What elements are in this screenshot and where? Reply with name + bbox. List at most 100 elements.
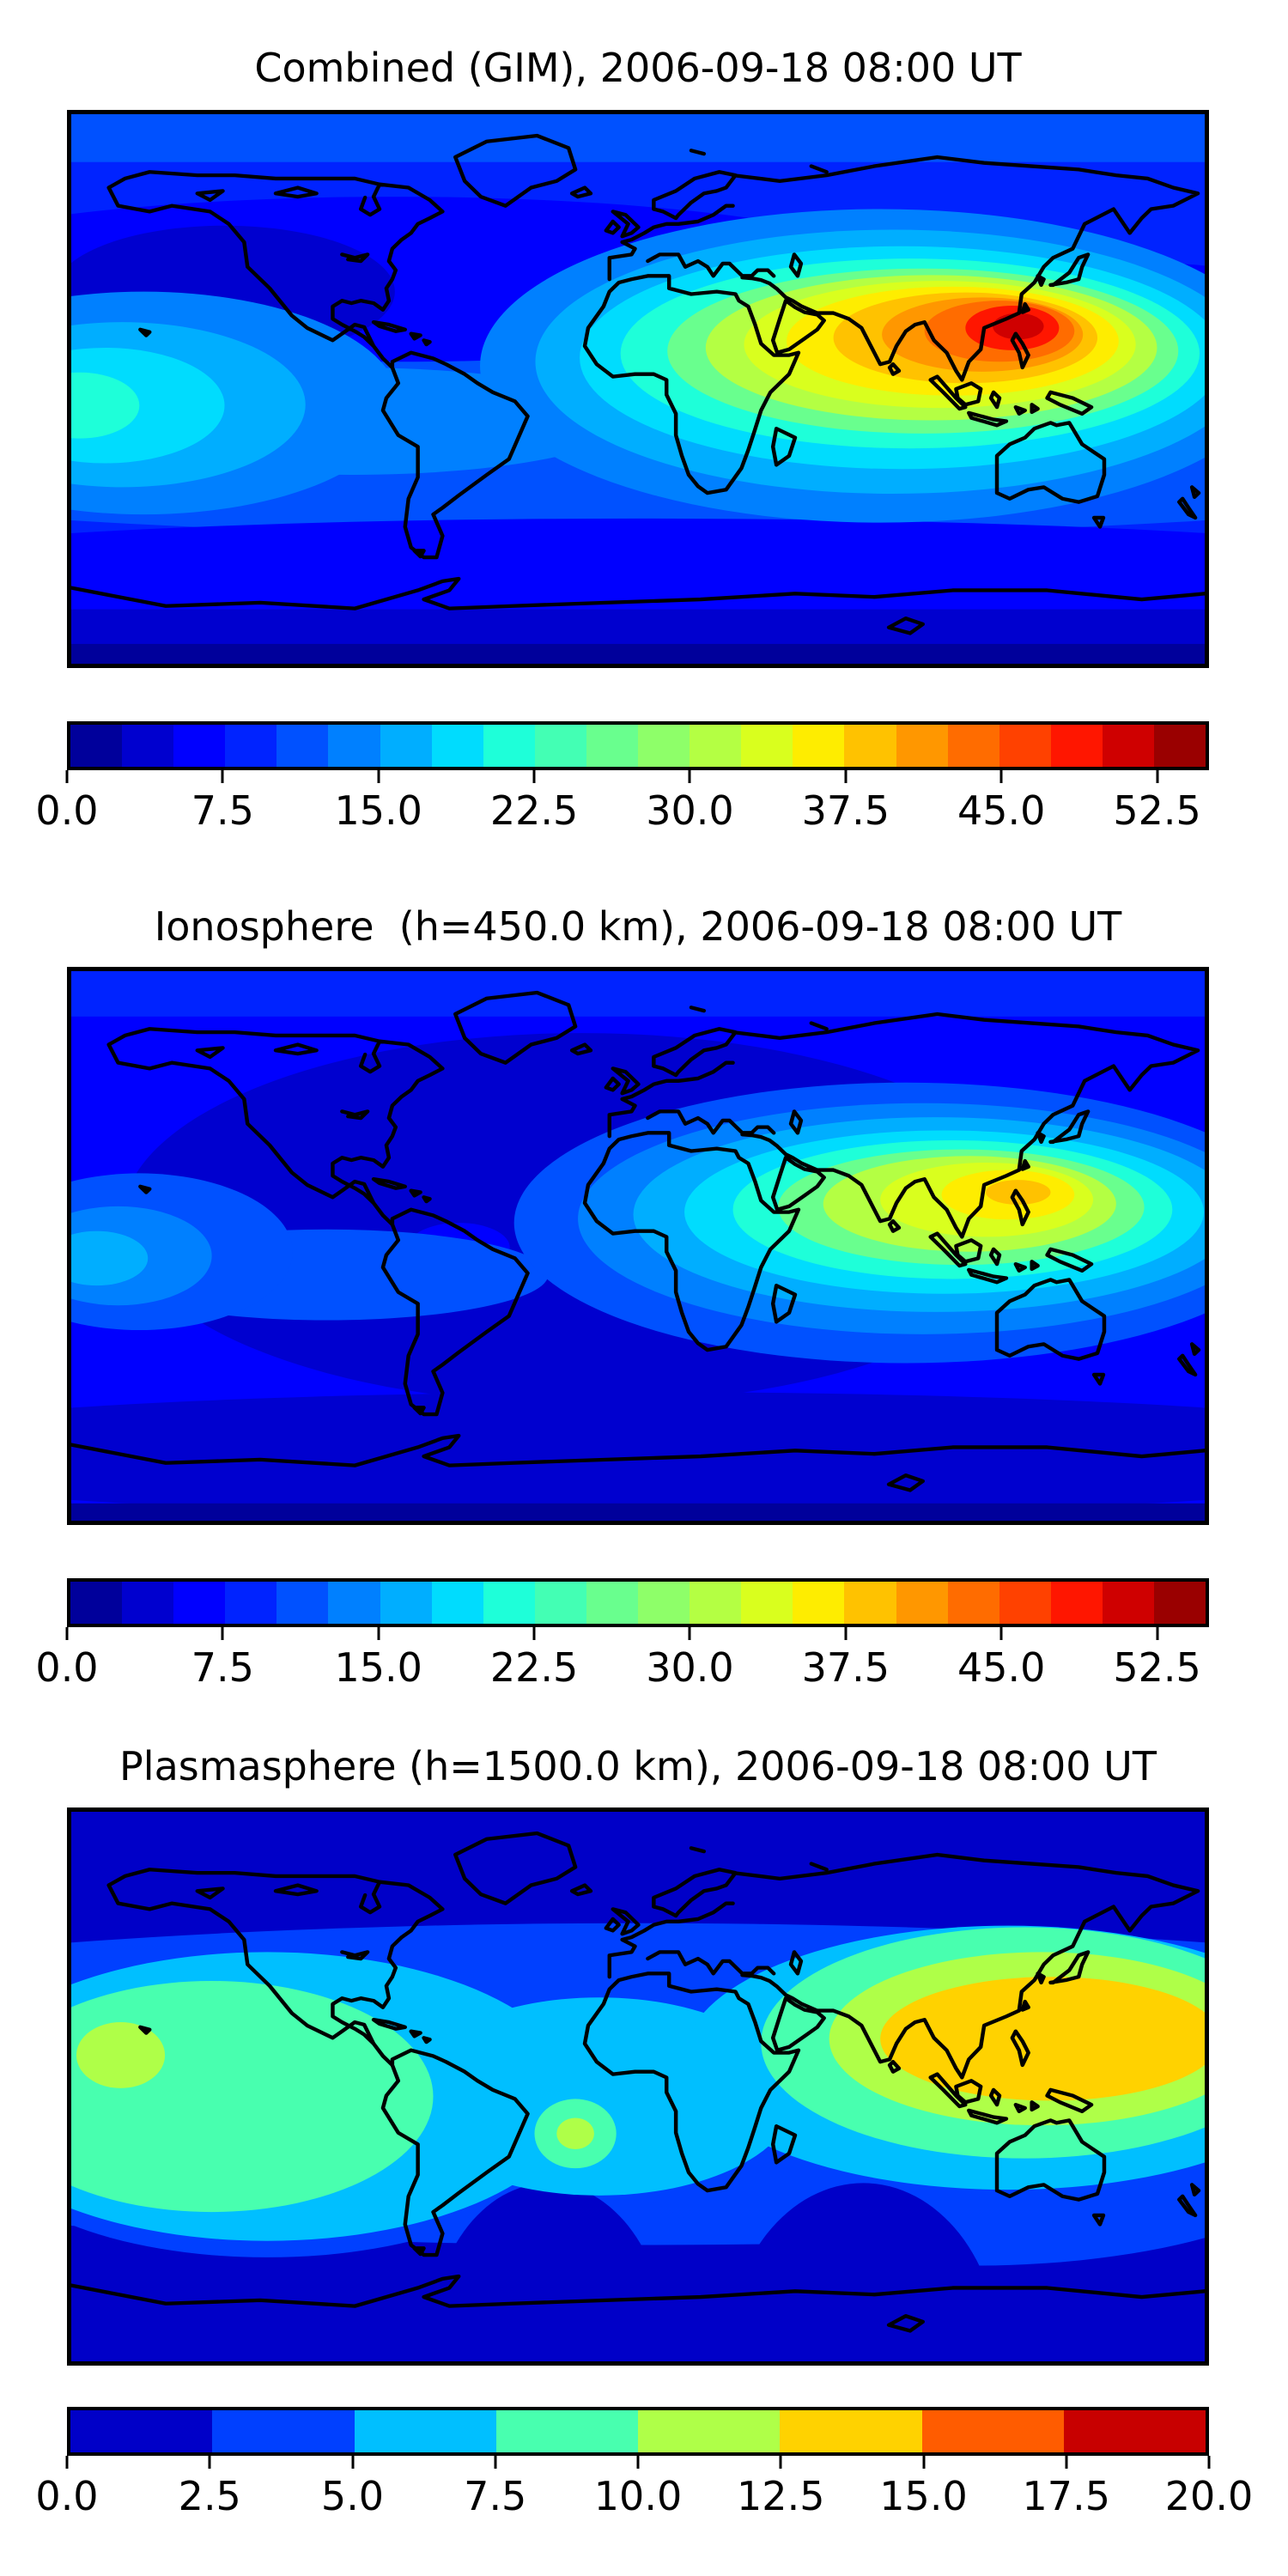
colorbar-segment — [793, 725, 845, 767]
colorbar-tick — [65, 770, 69, 783]
colorbar-tick-label: 30.0 — [646, 1644, 734, 1691]
colorbar-tick-label: 17.5 — [1022, 2473, 1110, 2519]
colorbar-tick-label: 2.5 — [178, 2473, 241, 2519]
colorbar-segment — [638, 2410, 781, 2452]
colorbar-segment — [844, 725, 896, 767]
colorbar-plasmasphere: 0.0 2.5 5.0 7.5 10.0 12.5 15.0 17.5 20.0 — [35, 2407, 1253, 2519]
colorbar-tick — [922, 2456, 925, 2469]
colorbar-segment — [276, 1582, 329, 1624]
colorbar-tick-label: 7.5 — [464, 2473, 527, 2519]
colorbar-segment — [173, 1582, 226, 1624]
colorbar-tick — [999, 770, 1003, 783]
colorbar-segment — [1063, 2410, 1206, 2452]
colorbar-tick-label: 15.0 — [334, 1644, 422, 1691]
colorbar-tick — [636, 2456, 640, 2469]
colorbar-segment — [483, 1582, 535, 1624]
colorbar-segment — [122, 725, 174, 767]
colorbar-tick — [532, 1627, 536, 1640]
colorbar-tick — [688, 770, 691, 783]
colorbar-tick-label: 15.0 — [879, 2473, 968, 2519]
colorbar-tick — [221, 1627, 224, 1640]
colorbar-segment — [70, 1582, 123, 1624]
colorbar-tick-label: 0.0 — [35, 787, 99, 834]
colorbar-segment — [354, 2410, 496, 2452]
colorbar-segment — [534, 1582, 586, 1624]
colorbar-tick — [532, 770, 536, 783]
colorbar-segment — [328, 725, 380, 767]
colorbar-segment — [483, 725, 535, 767]
colorbar-segments — [70, 1582, 1206, 1624]
colorbar-tick-label: 7.5 — [191, 787, 254, 834]
colorbar-segments — [70, 725, 1206, 767]
map-ionosphere — [67, 967, 1209, 1525]
colorbar-segment — [431, 725, 483, 767]
colorbar-segment — [741, 1582, 793, 1624]
colorbar-segment — [690, 1582, 742, 1624]
map-plasmasphere — [67, 1807, 1209, 2366]
colorbar-segment — [1153, 725, 1206, 767]
colorbar-segment — [999, 1582, 1051, 1624]
colorbar-segment — [947, 725, 999, 767]
colorbar-segment — [70, 2410, 213, 2452]
colorbar-tick — [1156, 770, 1159, 783]
colorbar-tick-label: 7.5 — [191, 1644, 254, 1691]
colorbar-tick-label: 45.0 — [957, 787, 1046, 834]
colorbar-segment — [225, 725, 277, 767]
colorbar-tick-label: 5.0 — [320, 2473, 385, 2519]
colorbar-segment — [896, 1582, 948, 1624]
colorbar-tick — [494, 2456, 497, 2469]
colorbar-segment — [999, 725, 1051, 767]
colorbar-segment — [780, 2410, 922, 2452]
colorbar-tick-label: 0.0 — [35, 2473, 99, 2519]
colorbar-combined: 0.0 7.5 15.0 22.5 30.0 37.5 45.0 52.5 — [35, 721, 1209, 834]
colorbar-tick-label: 37.5 — [801, 787, 890, 834]
colorbar-tick — [65, 1627, 69, 1640]
colorbar-ticks — [65, 1627, 1209, 1641]
colorbar-segment — [380, 725, 432, 767]
colorbar-segment — [225, 1582, 277, 1624]
colorbar-segment — [947, 1582, 999, 1624]
colorbar-tick-labels: 0.0 2.5 5.0 7.5 10.0 12.5 15.0 17.5 20.0 — [35, 2473, 1253, 2521]
colorbar-segment — [495, 2410, 638, 2452]
colorbar-tick — [351, 2456, 354, 2469]
colorbar-tick — [844, 770, 848, 783]
colorbar-tick — [65, 2456, 69, 2469]
colorbar-segment — [1050, 725, 1103, 767]
page-title: Plasmasphere (h=1500.0 km), 2006-09-18 0… — [119, 1743, 1157, 1789]
colorbar-segment — [380, 1582, 432, 1624]
colorbar-ticks — [65, 2456, 1211, 2470]
colorbar-tick-label: 22.5 — [489, 787, 579, 834]
colorbar-segment — [586, 1582, 639, 1624]
colorbar-tick-label: 52.5 — [1113, 1644, 1201, 1691]
colorbar-tick — [1156, 1627, 1159, 1640]
colorbar-segment — [921, 2410, 1064, 2452]
colorbar-tick — [1065, 2456, 1068, 2469]
colorbar-segment — [896, 725, 948, 767]
colorbar-tick-labels: 0.0 7.5 15.0 22.5 30.0 37.5 45.0 52.5 — [35, 1644, 1209, 1692]
colorbar-tick-label: 30.0 — [646, 787, 734, 834]
colorbar-tick-labels: 0.0 7.5 15.0 22.5 30.0 37.5 45.0 52.5 — [35, 787, 1209, 835]
colorbar-segment — [276, 725, 329, 767]
colorbar-segments — [70, 2410, 1206, 2452]
colorbar-tick-label: 22.5 — [489, 1644, 579, 1691]
colorbar-tick-label: 37.5 — [801, 1644, 890, 1691]
colorbar-segment — [793, 1582, 845, 1624]
colorbar-tick — [688, 1627, 691, 1640]
colorbar-ticks — [65, 770, 1209, 784]
colorbar-tick — [221, 770, 224, 783]
colorbar-tick-label: 0.0 — [35, 1644, 99, 1691]
colorbar-tick — [999, 1627, 1003, 1640]
colorbar-tick — [1207, 2456, 1211, 2469]
colorbar-tick — [377, 770, 380, 783]
colorbar-tick — [208, 2456, 211, 2469]
colorbar-tick-label: 10.0 — [593, 2473, 683, 2519]
colorbar-segment — [1153, 1582, 1206, 1624]
colorbar-tick-label: 12.5 — [737, 2473, 825, 2519]
colorbar-tick-label: 15.0 — [334, 787, 422, 834]
colorbar-segment — [431, 1582, 483, 1624]
colorbar-segment — [1102, 1582, 1154, 1624]
colorbar-segment — [173, 725, 226, 767]
page-title: Ionosphere (h=450.0 km), 2006-09-18 08:0… — [154, 903, 1122, 950]
colorbar-tick — [377, 1627, 380, 1640]
colorbar-segment — [586, 725, 639, 767]
